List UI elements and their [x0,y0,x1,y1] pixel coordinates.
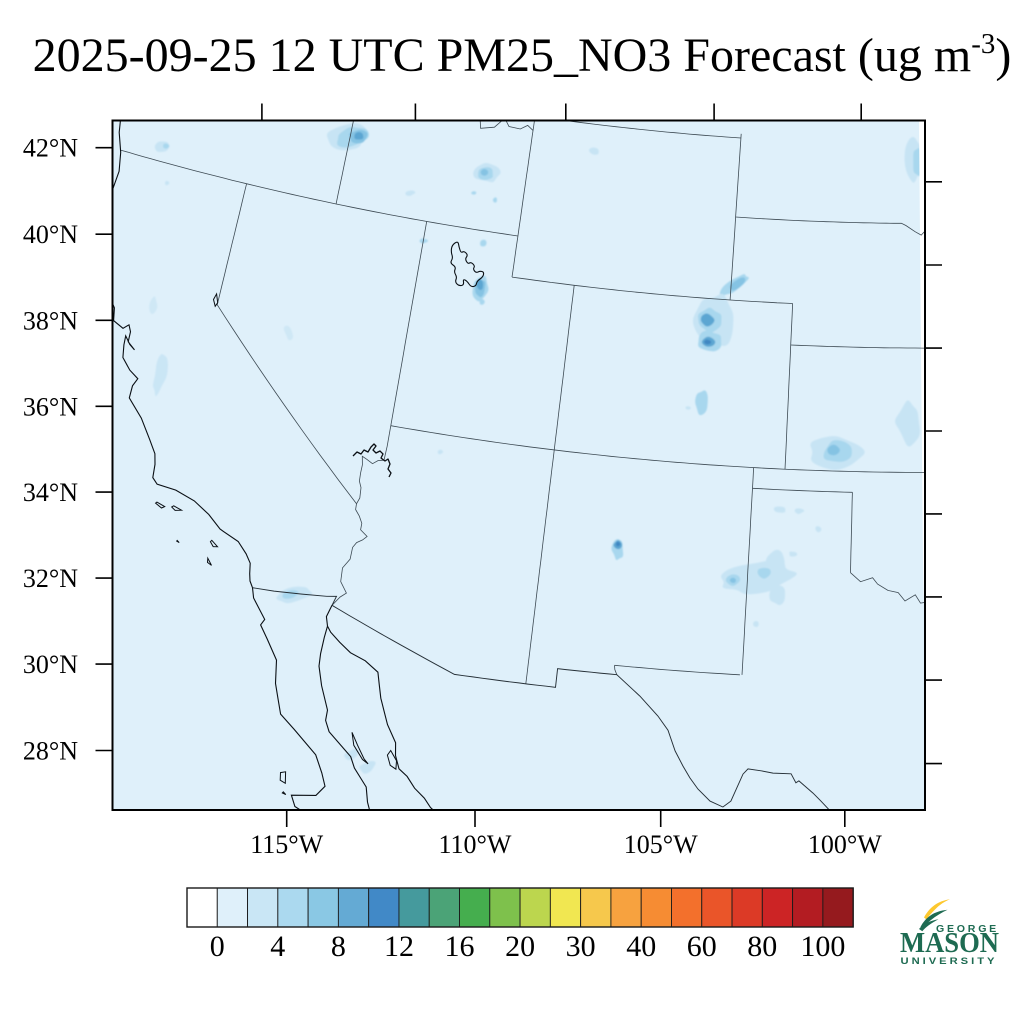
svg-text:100: 100 [800,930,845,963]
svg-text:36°N: 36°N [23,392,78,421]
svg-text:MASON: MASON [900,928,999,959]
svg-text:20: 20 [505,930,535,963]
svg-text:4: 4 [270,930,285,963]
svg-text:30°N: 30°N [23,650,78,679]
svg-text:30: 30 [566,930,596,963]
svg-text:32°N: 32°N [23,564,78,593]
svg-text:38°N: 38°N [23,306,78,335]
svg-text:110°W: 110°W [439,830,512,859]
svg-text:GEORGE: GEORGE [936,924,999,935]
svg-text:80: 80 [747,930,777,963]
svg-text:16: 16 [445,930,475,963]
svg-text:60: 60 [687,930,717,963]
svg-text:12: 12 [384,930,414,963]
svg-text:34°N: 34°N [23,478,78,507]
svg-text:0: 0 [210,930,225,963]
svg-text:28°N: 28°N [23,737,78,766]
svg-text:115°W: 115°W [250,830,323,859]
svg-text:100°W: 100°W [808,830,882,859]
svg-text:40°N: 40°N [23,220,78,249]
svg-text:40: 40 [626,930,656,963]
svg-text:8: 8 [331,930,346,963]
svg-text:105°W: 105°W [624,830,698,859]
svg-text:UNIVERSITY: UNIVERSITY [901,956,998,966]
svg-text:42°N: 42°N [23,134,78,163]
